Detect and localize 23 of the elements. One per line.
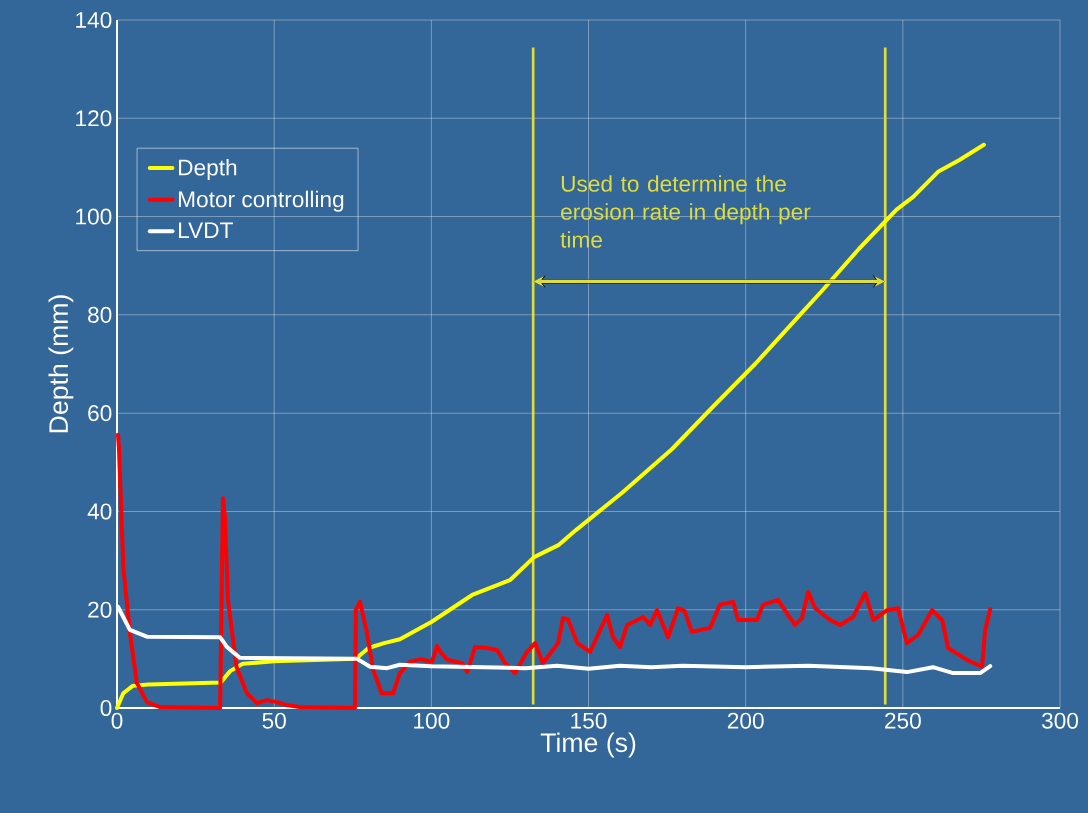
x-tick-label: 0 bbox=[111, 712, 123, 729]
y-tick-label: 100 bbox=[76, 208, 112, 225]
line-series bbox=[115, 432, 993, 710]
x-tick-label: 100 bbox=[414, 712, 450, 729]
y-tick-label: 60 bbox=[88, 405, 112, 422]
x-tick-label: 200 bbox=[727, 712, 764, 729]
legend-label: LVDT bbox=[179, 222, 233, 238]
x-axis-title: Time (s) bbox=[540, 732, 636, 758]
x-tick-label: 250 bbox=[885, 712, 921, 729]
x-tick-label: 300 bbox=[1041, 712, 1079, 729]
line-series bbox=[115, 142, 986, 710]
legend-label: Depth bbox=[179, 158, 237, 181]
y-tick-label: 80 bbox=[88, 306, 112, 323]
y-tick-label: 140 bbox=[76, 11, 112, 29]
x-tick-label: 150 bbox=[571, 712, 607, 729]
legend-label: Motor controlling bbox=[179, 190, 344, 212]
y-tick-label: 0 bbox=[100, 699, 112, 717]
annotation: Used to determine the erosion rate in depth per time bbox=[560, 175, 811, 248]
y-tick-label: 40 bbox=[87, 503, 112, 520]
y-axis-title: Depth (mm) bbox=[48, 295, 74, 433]
x-tick-label: 50 bbox=[262, 712, 286, 729]
y-tick-label: 120 bbox=[76, 110, 112, 127]
y-tick-label: 20 bbox=[88, 601, 112, 618]
